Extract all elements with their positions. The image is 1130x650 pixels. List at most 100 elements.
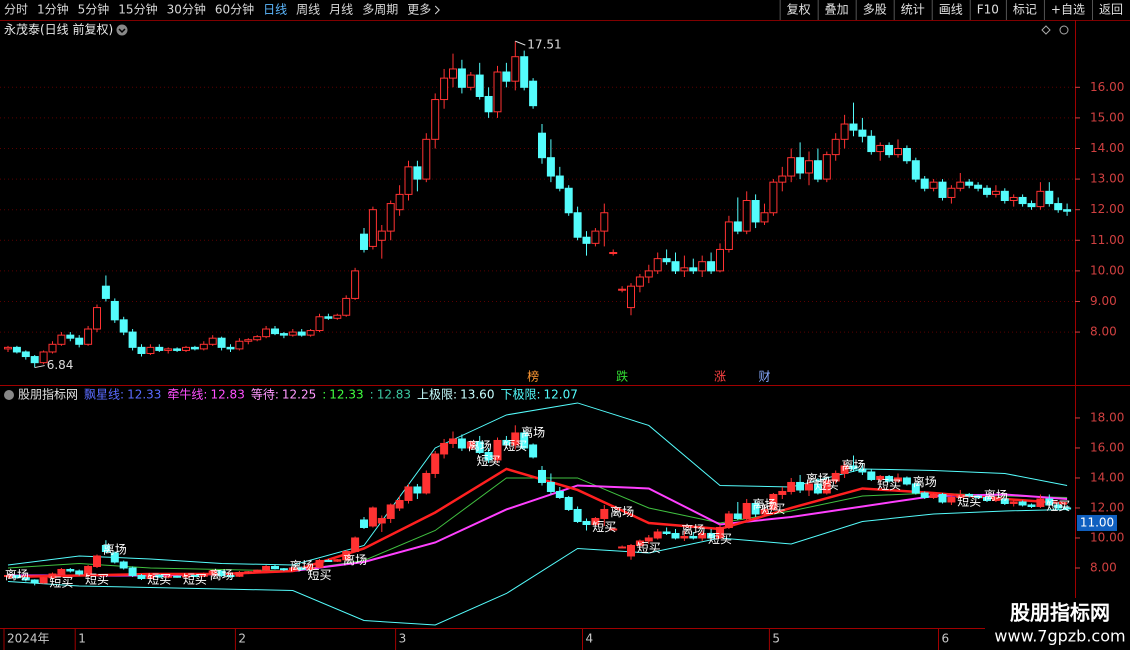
- event-marker[interactable]: 跌: [616, 369, 628, 384]
- candle-body: [493, 71, 502, 113]
- indicator-candle-body: [333, 559, 342, 562]
- indicator-candle-body: [733, 513, 742, 519]
- indicator-candle-body: [591, 517, 600, 525]
- candle-body: [137, 346, 146, 354]
- y-tick-label: 8.00: [1090, 560, 1117, 574]
- indicator-line: [7, 402, 1068, 566]
- candle-body: [324, 316, 333, 319]
- tool-button[interactable]: 标记: [1013, 3, 1037, 17]
- period-tab[interactable]: 分时: [4, 3, 28, 17]
- title-menu-icon[interactable]: [116, 24, 128, 36]
- event-marker[interactable]: 财: [758, 370, 770, 384]
- candle-body: [724, 221, 733, 250]
- indicator-candle-body: [529, 444, 538, 458]
- indicator-candle-body: [30, 579, 39, 584]
- tool-button[interactable]: F10: [977, 3, 999, 17]
- indicator-candle-body: [662, 531, 671, 534]
- stock-title: 永茂泰(日线 前复权): [4, 22, 113, 37]
- signal-label: 短买: [761, 502, 785, 516]
- event-marker[interactable]: 涨: [714, 369, 726, 384]
- period-tab[interactable]: 多周期: [362, 3, 398, 17]
- candle-body: [271, 328, 279, 335]
- indicator-candle-body: [368, 507, 377, 527]
- indicator-candle-body: [635, 540, 644, 546]
- signal-label: 短买: [877, 478, 901, 492]
- indicator-candle-body: [128, 567, 137, 576]
- tool-button[interactable]: 多股: [863, 3, 887, 17]
- indicator-menu-icon[interactable]: [4, 390, 14, 400]
- indicator-candle-body: [983, 496, 991, 501]
- indicator-candle-body: [1009, 501, 1018, 504]
- tool-button[interactable]: 画线: [939, 3, 963, 17]
- indicator-candle-body: [182, 574, 190, 578]
- indicator-candle-body: [920, 492, 929, 498]
- tool-button[interactable]: 返回: [1099, 3, 1123, 17]
- candle-body: [591, 230, 600, 244]
- indicator-candle-body: [155, 574, 164, 578]
- event-marker[interactable]: 榜: [527, 369, 539, 384]
- candle-body: [101, 285, 110, 299]
- legend-value: 12.07: [544, 388, 578, 402]
- period-tab[interactable]: 周线: [296, 3, 320, 17]
- indicator-candle-body: [297, 567, 306, 570]
- signal-label: 离场: [913, 474, 937, 489]
- candle-body: [991, 190, 1000, 195]
- signal-label: 短买: [815, 478, 839, 492]
- candle-body: [627, 285, 635, 309]
- signal-label: 离场: [343, 552, 367, 567]
- indicator-candle-body: [564, 496, 573, 510]
- period-tab[interactable]: 更多: [407, 3, 431, 17]
- candle-body: [796, 157, 805, 174]
- candle-body: [413, 166, 422, 180]
- candle-body: [520, 56, 529, 88]
- period-tab[interactable]: 15分钟: [118, 2, 157, 17]
- date-label: 4: [586, 632, 594, 646]
- candle-body: [1018, 196, 1027, 205]
- candle-body: [342, 297, 351, 316]
- indicator-candle-body: [440, 442, 449, 455]
- legend-label: 飘星线:: [84, 388, 124, 402]
- indicator-candle-body: [502, 439, 511, 446]
- indicator-candle-body: [431, 453, 440, 474]
- period-tab[interactable]: 1分钟: [37, 2, 69, 17]
- candle-body: [787, 157, 796, 177]
- candle-body: [698, 261, 707, 272]
- diamond-icon[interactable]: [1041, 25, 1051, 35]
- candle-body: [849, 123, 858, 131]
- tool-button[interactable]: 叠加: [825, 3, 849, 17]
- candle-body: [377, 230, 386, 241]
- signal-label: 短买: [592, 520, 616, 534]
- candle-body: [538, 132, 546, 159]
- signal-label: 短买: [49, 575, 73, 589]
- indicator-candle-body: [796, 481, 805, 491]
- indicator-candle-body: [413, 486, 422, 494]
- period-tab[interactable]: 30分钟: [167, 2, 206, 17]
- candle-body: [1045, 190, 1054, 205]
- candle-body: [422, 138, 431, 180]
- indicator-candle-body: [279, 568, 288, 571]
- indicator-line: [7, 508, 1068, 626]
- indicator-candle-body: [173, 575, 182, 578]
- y-tick-label: 14.00: [1090, 470, 1124, 484]
- signal-label: 离场: [210, 567, 234, 582]
- period-tab[interactable]: 5分钟: [78, 2, 110, 17]
- period-tab[interactable]: 月线: [329, 3, 353, 17]
- indicator-candle-body: [84, 565, 93, 575]
- tool-button[interactable]: 统计: [901, 3, 925, 17]
- y-tick-label: 12.00: [1090, 202, 1124, 216]
- indicator-candle-body: [93, 555, 101, 567]
- signal-label: 短买: [85, 572, 109, 586]
- legend-value: 12.33: [329, 388, 363, 402]
- indicator-candle-body: [769, 493, 778, 510]
- period-tab[interactable]: 60分钟: [215, 2, 254, 17]
- tool-button[interactable]: 复权: [787, 3, 811, 17]
- high-pointer: [515, 40, 526, 46]
- tool-button[interactable]: +自选: [1051, 3, 1085, 17]
- circle-icon[interactable]: [1059, 25, 1069, 35]
- indicator-candle-body: [671, 532, 680, 539]
- signal-label: 短买: [147, 572, 171, 586]
- candle-body: [30, 356, 39, 364]
- period-tab[interactable]: 日线: [263, 3, 287, 17]
